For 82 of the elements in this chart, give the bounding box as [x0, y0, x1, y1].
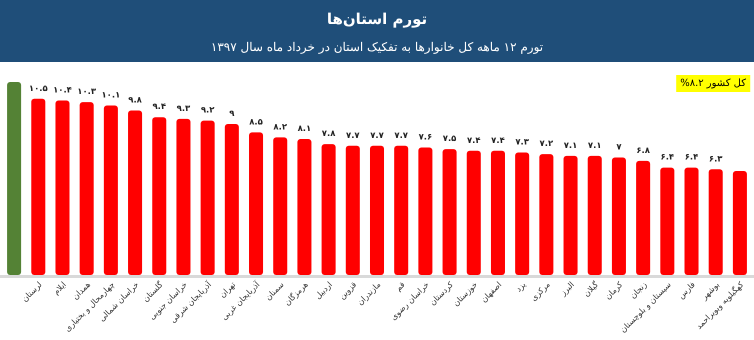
data-label: ۷.۲ — [540, 139, 554, 150]
bar — [732, 170, 747, 275]
bar — [564, 156, 578, 275]
data-label: ۱۰.۵ — [28, 84, 48, 94]
x-tick-label: یزد — [514, 280, 528, 294]
data-label: ۷.۷ — [394, 130, 409, 141]
bar — [684, 168, 699, 275]
bar — [249, 132, 264, 275]
x-tick-label: لرستان — [20, 280, 44, 304]
bar — [224, 124, 239, 275]
x-tick-label: سمنان — [264, 280, 286, 302]
data-label: ۹.۲ — [200, 106, 216, 116]
data-label: ۷.۱ — [564, 140, 578, 151]
data-label: ۷ — [616, 142, 622, 153]
chart-title: تورم استان‌ها — [326, 10, 428, 28]
bar — [176, 118, 190, 275]
data-label: ۱۰.۳ — [77, 87, 97, 98]
x-tick-label: البرز — [558, 280, 576, 298]
x-tick-label: زنجان — [628, 280, 649, 300]
bar — [346, 146, 360, 275]
chart-subtitle: تورم ۱۲ ماهه کل خانوارها به تفکیک استان در خرداد ماه سال ۱۳۹۷ — [210, 40, 544, 54]
bar — [104, 105, 118, 275]
bar — [588, 156, 602, 275]
data-label: ۱۰.۱ — [101, 90, 120, 100]
x-tick-label: گلستان — [140, 279, 165, 304]
data-label: ۷.۷ — [346, 130, 360, 141]
data-label: ۸.۱ — [298, 124, 312, 134]
bar — [80, 102, 94, 275]
x-tick-label: بوشهر — [699, 280, 722, 302]
x-tick-label: ایلام — [52, 280, 68, 296]
x-tick-label: قم — [394, 280, 407, 293]
data-label: ۷.۵ — [442, 134, 456, 144]
data-label: ۹.۳ — [176, 104, 192, 114]
bar — [200, 120, 215, 275]
data-label: ۷.۴ — [491, 136, 505, 146]
bar — [660, 168, 674, 275]
x-tick-label: همدان — [70, 280, 92, 302]
data-label: ۷.۱ — [588, 140, 602, 151]
bar — [128, 110, 142, 275]
data-label: ۷.۳ — [515, 137, 530, 148]
annotation: کل کشور ۸.۲% — [680, 78, 746, 89]
data-label: ۱۰.۴ — [53, 85, 72, 96]
data-label: ۶.۸ — [636, 146, 651, 156]
data-label: ۶.۳ — [708, 154, 724, 164]
data-label: ۹.۴ — [152, 102, 166, 112]
bar — [636, 160, 650, 275]
bar — [394, 146, 408, 275]
data-label: ۷.۷ — [370, 130, 385, 141]
bar — [370, 146, 384, 275]
bar — [442, 149, 457, 275]
data-label: ۸.۵ — [249, 117, 263, 128]
bar — [55, 100, 70, 275]
x-tick-label: کرمان — [603, 280, 624, 302]
data-label: ۷.۸ — [322, 129, 336, 140]
bar — [612, 158, 626, 275]
data-label: ۶.۴ — [684, 152, 698, 163]
x-tick-label: مرکزی — [529, 280, 552, 303]
bar — [152, 117, 166, 275]
data-label: ۷.۴ — [466, 136, 481, 146]
data-label: ۶.۴ — [660, 152, 674, 163]
x-tick-label: قزوین — [337, 280, 358, 301]
bar — [515, 152, 530, 275]
x-tick-label: فارس — [676, 280, 698, 300]
data-label: ۹ — [229, 108, 236, 119]
data-label: ۷.۶ — [418, 132, 432, 142]
data-label: ۹.۸ — [128, 96, 143, 106]
bar — [31, 98, 46, 275]
bar — [322, 144, 336, 275]
x-tick-label: مازندران — [356, 280, 382, 307]
bar — [466, 150, 481, 275]
bar — [539, 154, 554, 275]
bar — [7, 82, 22, 275]
x-tick-label: گیلان — [581, 279, 600, 298]
x-tick-label: تهران — [218, 280, 238, 300]
bar — [490, 150, 505, 275]
bar — [708, 169, 723, 275]
x-tick-label: اصفهان — [479, 280, 504, 304]
x-tick-label: اردبیل — [313, 280, 334, 301]
bar — [273, 137, 288, 275]
data-label: ۸.۲ — [273, 122, 288, 132]
bar — [418, 147, 432, 275]
bar — [297, 139, 312, 275]
